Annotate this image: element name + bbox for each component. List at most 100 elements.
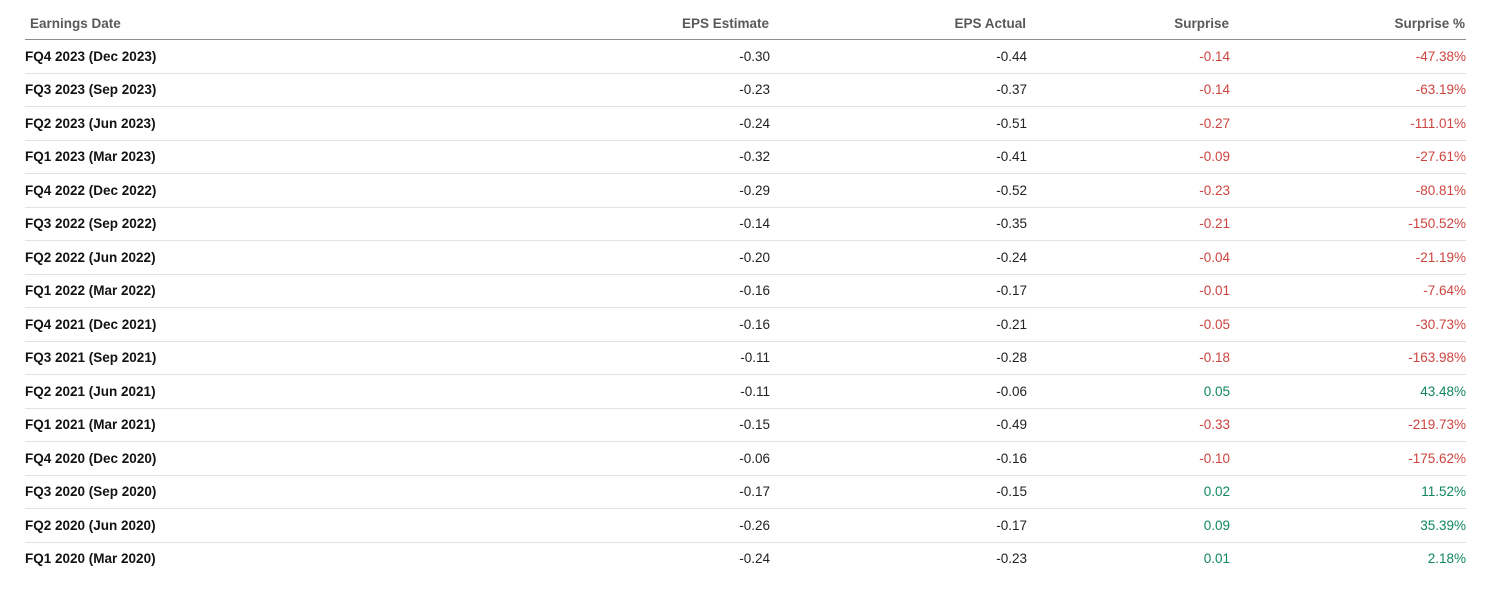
cell-earnings-date: FQ4 2020 (Dec 2020) bbox=[25, 441, 465, 476]
cell-surprise-pct: -80.81% bbox=[1230, 173, 1466, 208]
cell-surprise: -0.33 bbox=[1027, 408, 1230, 442]
cell-earnings-date: FQ3 2022 (Sep 2022) bbox=[25, 207, 465, 241]
cell-earnings-date: FQ3 2023 (Sep 2023) bbox=[25, 73, 465, 107]
cell-surprise-pct: -21.19% bbox=[1230, 240, 1466, 275]
cell-earnings-date: FQ3 2020 (Sep 2020) bbox=[25, 475, 465, 509]
cell-surprise: -0.09 bbox=[1027, 140, 1230, 174]
cell-eps-actual: -0.49 bbox=[770, 408, 1027, 442]
cell-earnings-date: FQ4 2023 (Dec 2023) bbox=[25, 39, 465, 74]
cell-eps-actual: -0.51 bbox=[770, 106, 1027, 141]
cell-eps-estimate: -0.24 bbox=[739, 551, 770, 567]
table-row: FQ4 2020 (Dec 2020) -0.06 -0.16 -0.10 -1… bbox=[25, 441, 1466, 476]
cell-surprise: 0.01 bbox=[1203, 551, 1230, 567]
table-row: FQ2 2023 (Jun 2023) -0.24 -0.51 -0.27 -1… bbox=[25, 106, 1466, 141]
table-row: FQ1 2023 (Mar 2023) -0.32 -0.41 -0.09 -2… bbox=[25, 140, 1466, 174]
cell-earnings-date: FQ2 2020 (Jun 2020) bbox=[25, 508, 465, 543]
cell-surprise-pct: -63.19% bbox=[1230, 73, 1466, 107]
cell-eps-actual: -0.23 bbox=[996, 551, 1027, 567]
table-row: FQ2 2020 (Jun 2020) -0.26 -0.17 0.09 35.… bbox=[25, 508, 1466, 543]
cell-eps-actual: -0.17 bbox=[770, 274, 1027, 308]
cell-eps-actual: -0.41 bbox=[770, 140, 1027, 174]
cell-eps-actual: -0.24 bbox=[770, 240, 1027, 275]
table-row: FQ1 2020 (Mar 2020) -0.24 -0.23 0.01 2.1… bbox=[25, 542, 1466, 575]
table-row: FQ1 2021 (Mar 2021) -0.15 -0.49 -0.33 -2… bbox=[25, 408, 1466, 442]
cell-earnings-date: FQ1 2021 (Mar 2021) bbox=[25, 408, 465, 442]
cell-surprise-pct: 2.18% bbox=[1427, 551, 1466, 567]
cell-earnings-date: FQ2 2021 (Jun 2021) bbox=[25, 374, 465, 409]
cell-surprise: -0.01 bbox=[1027, 274, 1230, 308]
cell-surprise: 0.05 bbox=[1027, 374, 1230, 409]
cell-surprise: -0.14 bbox=[1027, 73, 1230, 107]
table-row: FQ4 2021 (Dec 2021) -0.16 -0.21 -0.05 -3… bbox=[25, 307, 1466, 342]
table-row: FQ1 2022 (Mar 2022) -0.16 -0.17 -0.01 -7… bbox=[25, 274, 1466, 308]
table-row: FQ3 2020 (Sep 2020) -0.17 -0.15 0.02 11.… bbox=[25, 475, 1466, 509]
cell-eps-estimate: -0.30 bbox=[465, 39, 770, 74]
cell-surprise: -0.18 bbox=[1027, 341, 1230, 375]
cell-eps-actual: -0.28 bbox=[770, 341, 1027, 375]
cell-eps-estimate: -0.26 bbox=[465, 508, 770, 543]
cell-eps-estimate: -0.24 bbox=[465, 106, 770, 141]
header-row: Earnings Date EPS Estimate EPS Actual Su… bbox=[25, 8, 1466, 40]
cell-eps-actual: -0.15 bbox=[770, 475, 1027, 509]
cell-eps-estimate: -0.16 bbox=[465, 274, 770, 308]
cell-surprise: -0.27 bbox=[1027, 106, 1230, 141]
cell-surprise-pct: -7.64% bbox=[1230, 274, 1466, 308]
cell-earnings-date: FQ1 2020 (Mar 2020) bbox=[25, 551, 156, 567]
cell-surprise: 0.09 bbox=[1027, 508, 1230, 543]
cell-eps-actual: -0.35 bbox=[770, 207, 1027, 241]
cell-earnings-date: FQ2 2022 (Jun 2022) bbox=[25, 240, 465, 275]
cell-surprise-pct: -219.73% bbox=[1230, 408, 1466, 442]
table-row: FQ3 2022 (Sep 2022) -0.14 -0.35 -0.21 -1… bbox=[25, 207, 1466, 241]
cell-eps-actual: -0.17 bbox=[770, 508, 1027, 543]
cell-eps-estimate: -0.14 bbox=[465, 207, 770, 241]
table-row: FQ3 2021 (Sep 2021) -0.11 -0.28 -0.18 -1… bbox=[25, 341, 1466, 375]
earnings-table-body: FQ4 2023 (Dec 2023) -0.30 -0.44 -0.14 -4… bbox=[25, 39, 1466, 576]
cell-eps-estimate: -0.15 bbox=[465, 408, 770, 442]
cell-surprise-pct: -163.98% bbox=[1230, 341, 1466, 375]
cell-eps-estimate: -0.11 bbox=[465, 374, 770, 409]
cell-surprise-pct: -111.01% bbox=[1230, 106, 1466, 141]
cell-surprise-pct: -175.62% bbox=[1230, 441, 1466, 476]
cell-surprise: -0.10 bbox=[1027, 441, 1230, 476]
cell-eps-estimate: -0.16 bbox=[465, 307, 770, 342]
cell-eps-actual: -0.52 bbox=[770, 173, 1027, 208]
cell-surprise: 0.02 bbox=[1027, 475, 1230, 509]
cell-surprise: -0.23 bbox=[1027, 173, 1230, 208]
table-row: FQ4 2022 (Dec 2022) -0.29 -0.52 -0.23 -8… bbox=[25, 173, 1466, 208]
table-row: FQ2 2021 (Jun 2021) -0.11 -0.06 0.05 43.… bbox=[25, 374, 1466, 409]
cell-surprise-pct: -30.73% bbox=[1230, 307, 1466, 342]
cell-surprise: -0.21 bbox=[1027, 207, 1230, 241]
cell-earnings-date: FQ2 2023 (Jun 2023) bbox=[25, 106, 465, 141]
cell-surprise-pct: -47.38% bbox=[1230, 39, 1466, 74]
header-cell-surprise: Surprise bbox=[1027, 8, 1230, 40]
header-cell-surprise-pct: Surprise % bbox=[1230, 8, 1466, 40]
header-cell-eps-actual: EPS Actual bbox=[770, 8, 1027, 40]
cell-eps-estimate: -0.11 bbox=[465, 341, 770, 375]
cell-earnings-date: FQ3 2021 (Sep 2021) bbox=[25, 341, 465, 375]
cell-eps-estimate: -0.23 bbox=[465, 73, 770, 107]
cell-surprise: -0.05 bbox=[1027, 307, 1230, 342]
header-cell-eps-estimate: EPS Estimate bbox=[465, 8, 770, 40]
cell-earnings-date: FQ4 2021 (Dec 2021) bbox=[25, 307, 465, 342]
cell-eps-estimate: -0.17 bbox=[465, 475, 770, 509]
cell-eps-actual: -0.44 bbox=[770, 39, 1027, 74]
cell-eps-estimate: -0.06 bbox=[465, 441, 770, 476]
earnings-history-table: Earnings Date EPS Estimate EPS Actual Su… bbox=[25, 8, 1466, 575]
cell-surprise: -0.04 bbox=[1027, 240, 1230, 275]
cell-surprise: -0.14 bbox=[1027, 39, 1230, 74]
table-row: FQ4 2023 (Dec 2023) -0.30 -0.44 -0.14 -4… bbox=[25, 39, 1466, 74]
cell-eps-actual: -0.37 bbox=[770, 73, 1027, 107]
cell-eps-actual: -0.16 bbox=[770, 441, 1027, 476]
cell-eps-actual: -0.21 bbox=[770, 307, 1027, 342]
cell-eps-estimate: -0.32 bbox=[465, 140, 770, 174]
cell-eps-actual: -0.06 bbox=[770, 374, 1027, 409]
cell-surprise-pct: -27.61% bbox=[1230, 140, 1466, 174]
earnings-table-header: Earnings Date EPS Estimate EPS Actual Su… bbox=[25, 8, 1466, 40]
cell-surprise-pct: -150.52% bbox=[1230, 207, 1466, 241]
header-cell-earnings-date: Earnings Date bbox=[25, 8, 465, 40]
table-row: FQ3 2023 (Sep 2023) -0.23 -0.37 -0.14 -6… bbox=[25, 73, 1466, 107]
cell-eps-estimate: -0.29 bbox=[465, 173, 770, 208]
cell-earnings-date: FQ1 2022 (Mar 2022) bbox=[25, 274, 465, 308]
cell-earnings-date: FQ1 2023 (Mar 2023) bbox=[25, 140, 465, 174]
